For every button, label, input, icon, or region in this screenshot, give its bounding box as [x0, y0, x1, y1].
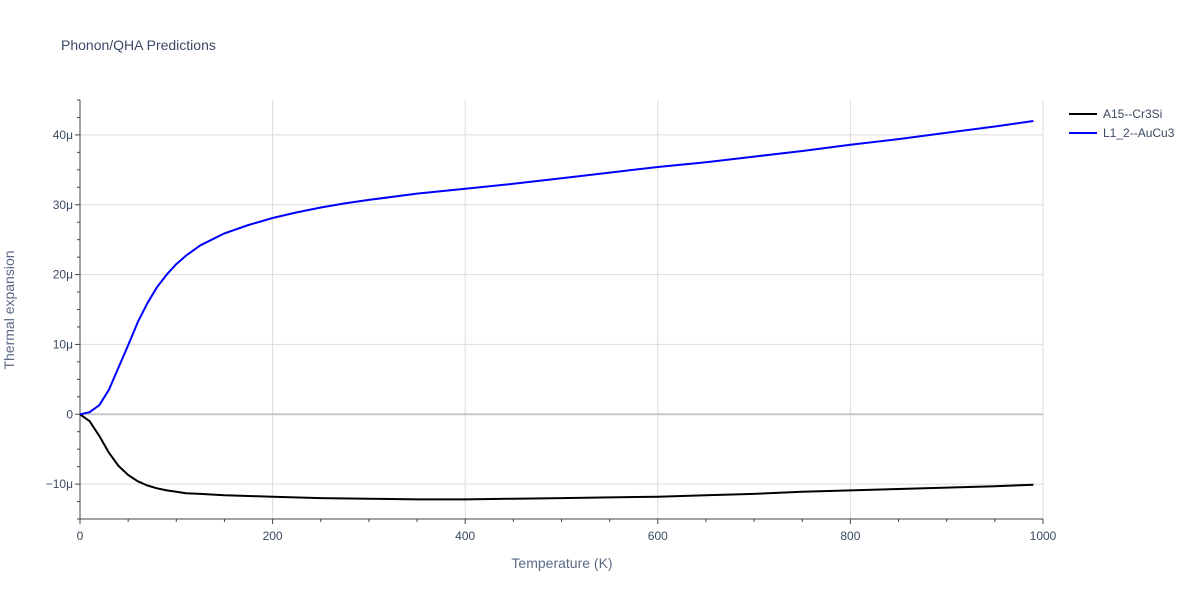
legend-label: L1_2--AuCu3 [1103, 126, 1175, 140]
tick-labels: 0 200 400 600 800 1000 −10μ 0 10μ 20μ 30μ 40μ [46, 128, 1057, 543]
y-tick-label: 0 [66, 407, 73, 421]
y-tick-label: 20μ [53, 268, 73, 282]
series-lines [79, 120, 1034, 501]
legend-item[interactable]: L1_2--AuCu3 [1069, 126, 1175, 140]
legend[interactable]: A15--Cr3Si L1_2--AuCu3 [1069, 107, 1175, 140]
y-axis-title: Thermal expansion [1, 250, 17, 369]
series-line-A15--Cr3Si [79, 413, 1034, 501]
x-tick-label: 200 [263, 529, 283, 543]
x-tick-label: 1000 [1030, 529, 1057, 543]
legend-item[interactable]: A15--Cr3Si [1069, 107, 1162, 121]
y-tick-label: −10μ [46, 477, 73, 491]
x-tick-label: 400 [455, 529, 475, 543]
series-line-L1_2--AuCu3 [79, 120, 1034, 416]
grid [80, 100, 1044, 519]
legend-label: A15--Cr3Si [1103, 107, 1162, 121]
axes [75, 99, 1044, 524]
y-tick-label: 10μ [53, 337, 73, 351]
x-tick-label: 0 [77, 529, 84, 543]
chart-title: Phonon/QHA Predictions [61, 37, 216, 53]
y-tick-label: 40μ [53, 128, 73, 142]
x-tick-label: 800 [840, 529, 860, 543]
y-tick-label: 30μ [53, 198, 73, 212]
x-axis-title: Temperature (K) [511, 555, 612, 571]
x-tick-label: 600 [648, 529, 668, 543]
